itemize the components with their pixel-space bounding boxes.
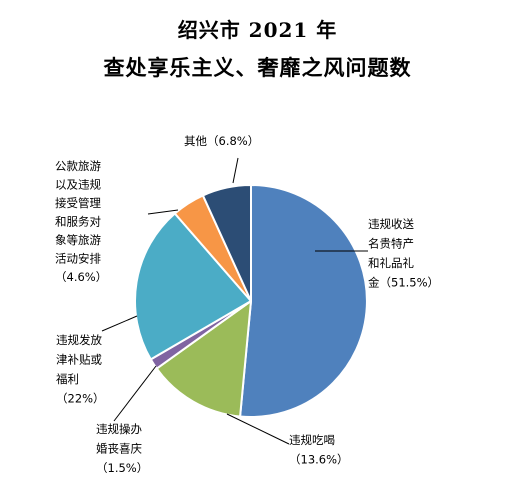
leader-line	[226, 413, 290, 445]
data-label-line: 违规吃喝	[289, 433, 335, 447]
data-label: 违规收送名贵特产和礼品礼金（51.5%）	[368, 217, 439, 290]
leader-line	[101, 315, 138, 332]
data-label-line: 金（51.5%）	[368, 276, 439, 290]
data-label-line: 活动安排	[55, 252, 101, 266]
data-label-line: （22%）	[56, 392, 105, 406]
pie-slice	[155, 300, 252, 418]
data-label-line: 婚丧喜庆	[96, 442, 142, 456]
data-label: 其他（6.8%）	[184, 134, 259, 148]
pie-slice	[134, 212, 252, 361]
chart-title: 绍兴市 2021 年	[177, 18, 338, 42]
chart-subtitle: 查处享乐主义、奢靡之风问题数	[103, 55, 412, 80]
data-label-line: 违规发放	[56, 333, 102, 347]
data-label: 违规发放津补贴或福利 （22%）	[56, 333, 105, 406]
data-label-line: 象等旅游	[55, 233, 101, 247]
data-label-line: 福利	[56, 372, 79, 386]
data-label: 违规吃喝 （13.6%）	[289, 433, 349, 467]
data-label-line: （4.6%）	[55, 270, 107, 284]
leader-line	[147, 209, 179, 215]
data-label-line: 名贵特产	[368, 237, 414, 251]
data-label-line: 违规收送	[368, 217, 414, 231]
data-label-line: （13.6%）	[289, 453, 349, 467]
data-label: 违规操办婚丧喜庆 （1.5%）	[96, 422, 148, 475]
data-label-line: 违规操办	[96, 422, 142, 436]
data-label-line: 津补贴或	[56, 353, 102, 367]
data-label-line: （1.5%）	[96, 461, 148, 475]
pie-slice	[239, 184, 368, 418]
data-label: 公款旅游以及违规接受管理和服务对象等旅游活动安排 （4.6%）	[55, 159, 107, 284]
data-label-line: 接受管理	[55, 196, 101, 210]
data-label-line: 公款旅游	[55, 159, 101, 173]
data-label-line: 和礼品礼	[368, 256, 414, 270]
leader-line	[232, 157, 239, 184]
data-label-line: 和服务对	[55, 215, 101, 229]
pie-slice	[201, 184, 252, 302]
data-label-line: 以及违规	[55, 178, 101, 192]
leader-line	[113, 365, 157, 422]
data-label-line: 其他（6.8%）	[184, 134, 259, 148]
